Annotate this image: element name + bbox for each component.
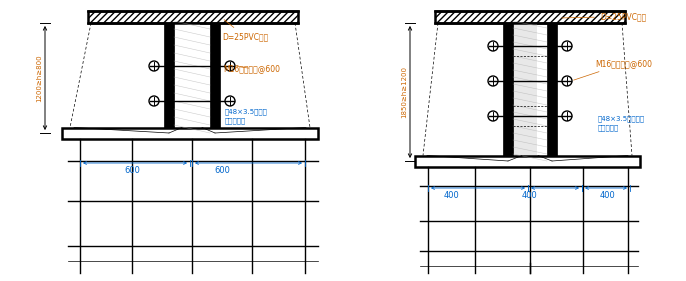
Text: 1850≥h≥1200: 1850≥h≥1200 — [401, 66, 407, 118]
Text: D=25PVC套管: D=25PVC套管 — [562, 12, 646, 21]
Text: 撇48×3.5钒管排
架支撑系统: 撇48×3.5钒管排 架支撑系统 — [225, 108, 268, 124]
Bar — [174, 23, 200, 133]
Text: 400: 400 — [522, 191, 538, 200]
Text: D=25PVC套管: D=25PVC套管 — [222, 20, 268, 41]
Text: M16对拉螺棆@600: M16对拉螺棆@600 — [573, 59, 652, 80]
Text: 600: 600 — [124, 166, 140, 175]
Text: 600: 600 — [214, 166, 230, 175]
Bar — [547, 23, 557, 161]
Bar — [503, 23, 513, 161]
Text: 400: 400 — [599, 191, 615, 200]
Bar — [513, 23, 537, 161]
Bar — [88, 11, 298, 23]
Bar — [415, 155, 640, 167]
Bar — [164, 23, 174, 133]
Text: 1200≥h≥800: 1200≥h≥800 — [36, 54, 42, 102]
Text: 400: 400 — [444, 191, 460, 200]
Bar — [210, 23, 220, 133]
Text: 撇48×3.5钒管排架
支撑系统架: 撇48×3.5钒管排架 支撑系统架 — [598, 115, 645, 131]
Bar — [62, 128, 318, 139]
Text: M16对拉螺棆@600: M16对拉螺棆@600 — [223, 64, 280, 73]
Bar — [435, 11, 625, 23]
